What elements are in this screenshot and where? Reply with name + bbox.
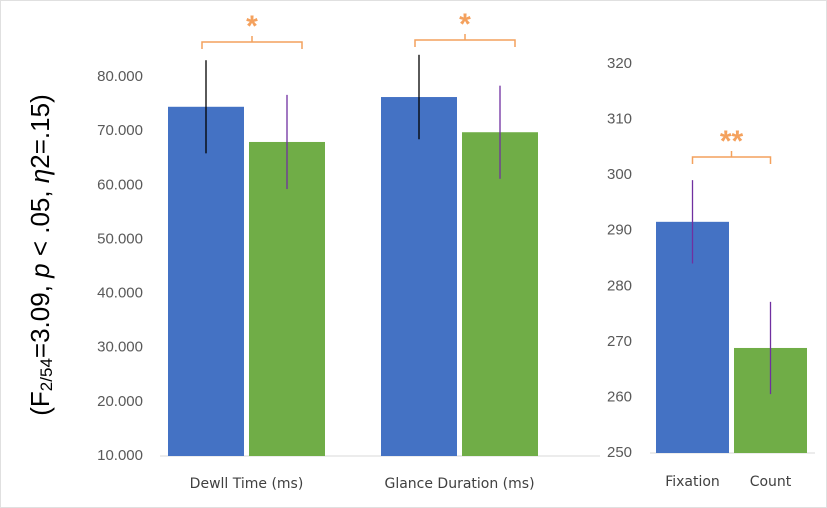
y-tick-label: 310 [607, 111, 632, 128]
bar [249, 141, 325, 456]
y-tick-label: 20.000 [97, 393, 143, 410]
label-part: p [25, 263, 55, 278]
bracket [201, 36, 303, 49]
label-part: < .05, [25, 183, 55, 263]
y-tick-label: 260 [607, 388, 632, 405]
y-tick-label: 250 [607, 444, 632, 461]
x-tick-label: Glance Duration (ms) [384, 476, 534, 492]
label-part: =3.09, [25, 278, 55, 358]
bar [381, 97, 457, 456]
significance-star: ** [720, 125, 744, 158]
y-axis-label: (F2/54=3.09, p < .05, η2=.15) [25, 94, 57, 415]
label-part: η [25, 169, 55, 183]
bar [462, 132, 538, 456]
y-tick-label: 30.000 [97, 339, 143, 356]
y-tick-label: 10.000 [97, 447, 143, 464]
y-tick-label: 300 [607, 166, 632, 183]
x-tick-label: Count [750, 474, 792, 490]
y-tick-label: 290 [607, 222, 632, 239]
y-tick-label: 270 [607, 333, 632, 350]
label-part: 2=.15) [25, 94, 55, 168]
x-tick-label: Fixation [665, 474, 720, 490]
y-tick-label: 280 [607, 277, 632, 294]
y-tick-label: 320 [607, 55, 632, 72]
y-tick-label: 60.000 [97, 176, 143, 193]
bracket [691, 151, 772, 164]
y-tick-label: 40.000 [97, 285, 143, 302]
significance-star: * [459, 8, 471, 41]
label-part: 2/54 [37, 358, 56, 391]
significance-star: * [246, 10, 258, 43]
y-tick-label: 80.000 [97, 68, 143, 85]
label-part: (F [25, 391, 55, 416]
x-tick-label: Dewll Time (ms) [190, 476, 304, 492]
bracket [414, 34, 516, 47]
bar [168, 106, 244, 457]
y-tick-label: 70.000 [97, 122, 143, 139]
y-tick-label: 50.000 [97, 230, 143, 247]
